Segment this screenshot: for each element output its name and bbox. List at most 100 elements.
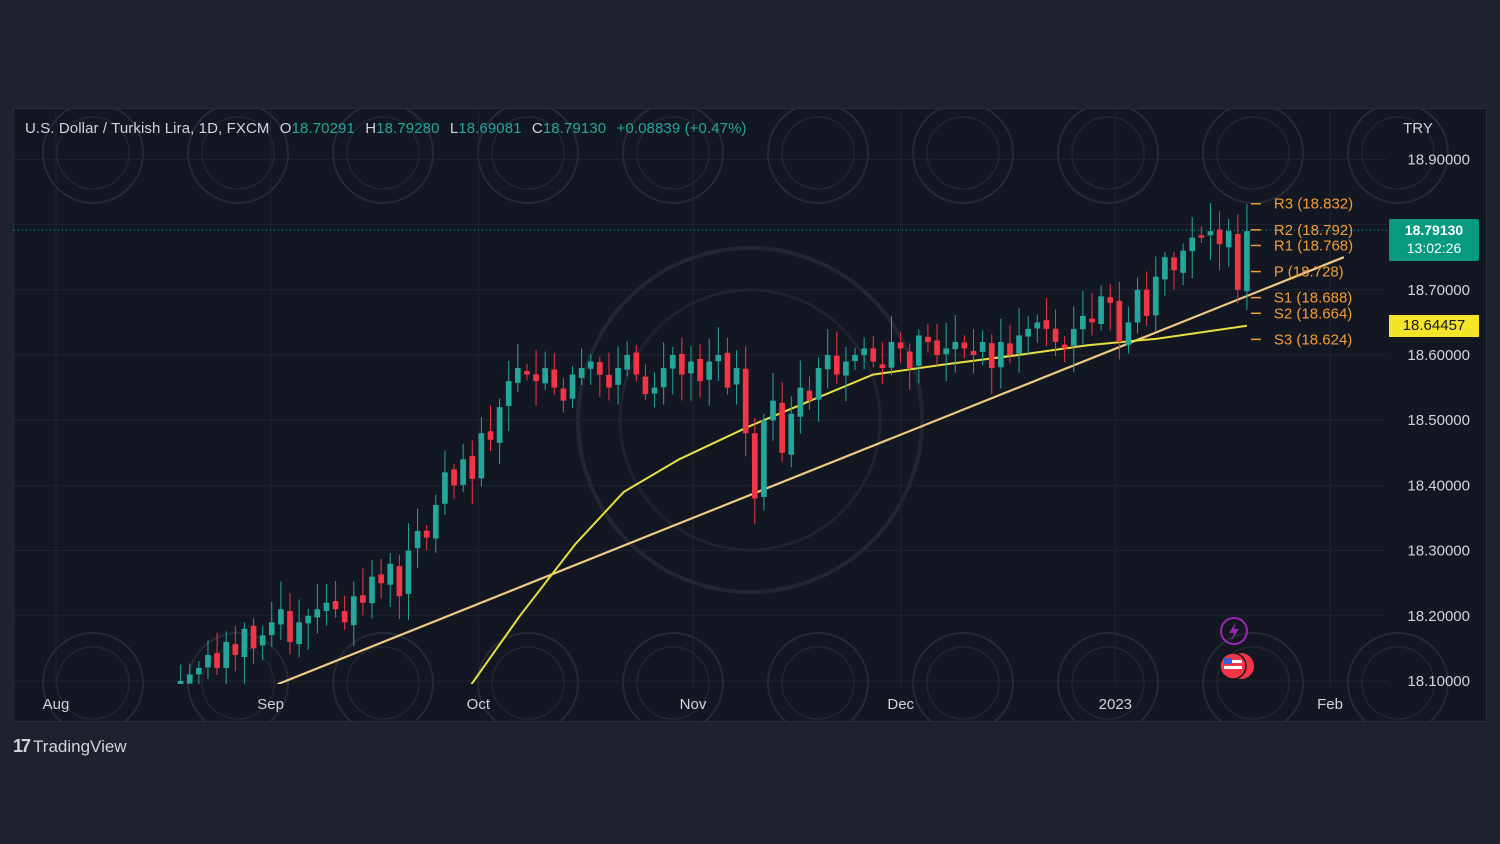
candle-up (715, 327, 722, 381)
candle-body (879, 364, 886, 369)
tradingview-logo[interactable]: 17 TradingView (13, 736, 127, 757)
candle-body (770, 400, 776, 421)
candle-up (478, 417, 485, 487)
candle-body (724, 352, 731, 388)
candle-up (442, 450, 448, 516)
candle-body (350, 596, 357, 626)
candle-body (268, 622, 275, 636)
candle-body (314, 609, 321, 618)
candle-body (432, 504, 439, 539)
candle-up (843, 346, 849, 402)
candle-down (961, 335, 968, 359)
candle-up (387, 553, 394, 607)
candle-body (861, 348, 867, 356)
candle-body (615, 368, 621, 385)
candle-body (259, 635, 266, 646)
candle-body (925, 336, 931, 342)
candle-up (660, 342, 667, 405)
candle-body (742, 368, 749, 434)
candle-up (861, 337, 867, 370)
candle-body (177, 681, 184, 684)
candle-up (241, 622, 248, 684)
candle-body (1162, 257, 1168, 280)
candle-up (587, 353, 594, 385)
candle-up (177, 664, 184, 684)
candle-body (1171, 257, 1177, 271)
candle-body (560, 388, 567, 401)
open-label: O (279, 120, 292, 137)
candle-body (715, 355, 722, 362)
candle-down (214, 632, 220, 675)
candle-body (341, 611, 348, 623)
candle-body (360, 595, 366, 603)
candle-down (533, 350, 539, 406)
time-tick-label: Dec (887, 696, 914, 713)
candle-body (779, 402, 785, 453)
price-tick-label: 18.40000 (1407, 477, 1470, 494)
candle-body (1125, 322, 1132, 345)
candle-body (305, 615, 312, 624)
candle-up (569, 366, 576, 408)
candle-down (642, 364, 649, 401)
candle-body (287, 611, 293, 642)
bar-countdown: 13:02:26 (1406, 240, 1462, 256)
candle-body (815, 368, 822, 400)
candle-up (669, 347, 676, 395)
candle-body (697, 359, 703, 382)
candle-body (688, 361, 694, 374)
candle-up (1025, 316, 1032, 355)
candle-body (1061, 344, 1068, 349)
candle-down (779, 382, 785, 462)
time-tick-label: Nov (680, 696, 707, 713)
candle-body (906, 351, 913, 369)
candle-down (551, 353, 558, 395)
candle-body (797, 387, 804, 417)
candle-body (214, 653, 220, 668)
candle-body (897, 342, 904, 349)
candle-up (460, 444, 466, 493)
candle-down (1216, 211, 1223, 271)
candle-up (1098, 285, 1104, 331)
last-price-tag[interactable]: 18.79130 13:02:26 (1389, 219, 1479, 261)
candle-body (679, 353, 685, 375)
candle-body (533, 374, 539, 382)
candle-down (341, 595, 348, 630)
candle-up (1152, 256, 1159, 332)
candle-body (1152, 276, 1159, 316)
moving-average-price-tag[interactable]: 18.64457 (1389, 315, 1479, 337)
candle-body (1134, 289, 1141, 323)
candle-body (205, 654, 211, 668)
candle-body (1244, 231, 1250, 292)
candle-body (378, 574, 384, 584)
candle-down (332, 580, 339, 618)
lightning-icon (1229, 622, 1239, 641)
candle-down (232, 626, 239, 672)
candle-body (223, 641, 230, 668)
candle-up (1207, 203, 1214, 260)
pivot-label-r3: R3 (18.832) (1274, 196, 1353, 213)
event-icons[interactable] (1219, 617, 1254, 680)
candle-up (305, 608, 312, 650)
candle-body (1116, 300, 1123, 342)
candle-down (870, 335, 877, 368)
candle-up (542, 351, 548, 390)
candle-down (679, 337, 685, 401)
candle-body (870, 348, 877, 362)
candle-down (806, 376, 813, 411)
candle-up (888, 316, 895, 376)
candle-body (1070, 328, 1077, 346)
price-tick-label: 18.20000 (1407, 608, 1470, 625)
candle-body (597, 362, 603, 375)
high-label: H (365, 120, 377, 137)
candle-body (606, 374, 612, 388)
candle-down (423, 524, 430, 551)
candle-body (1052, 328, 1059, 342)
candle-body (1016, 335, 1022, 354)
candle-body (442, 472, 448, 504)
candle-up (1225, 218, 1232, 267)
symbol-name[interactable]: U.S. Dollar / Turkish Lira, 1D, FXCM (25, 120, 270, 137)
candle-up (651, 372, 658, 408)
candle-body (961, 342, 968, 349)
candle-down (1052, 309, 1059, 356)
